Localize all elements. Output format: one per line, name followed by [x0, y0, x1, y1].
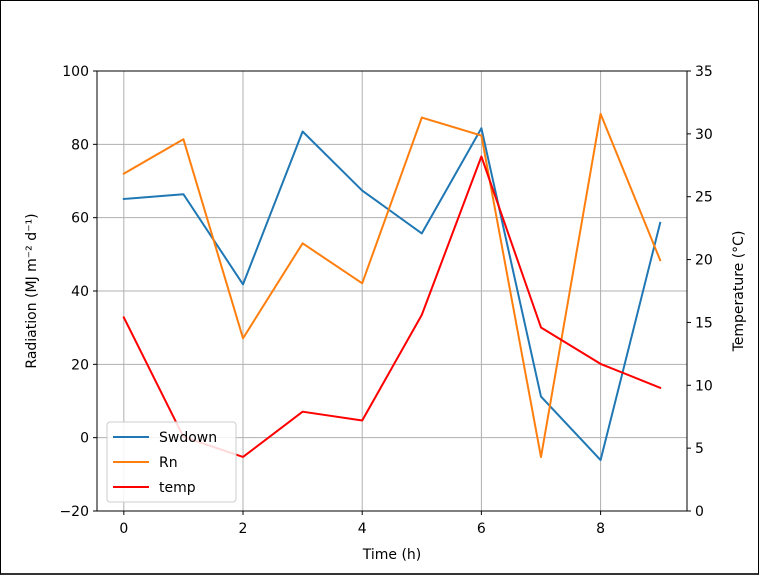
y-right-tick-label: 5 — [695, 441, 704, 457]
x-tick-label: 2 — [239, 521, 248, 537]
y-left-tick-label: 100 — [62, 64, 89, 80]
series-lines — [122, 112, 662, 462]
y-left-tick-label: 60 — [71, 211, 89, 227]
legend-label-temp: temp — [159, 480, 196, 496]
y-axis-left-label: Radiation (MJ m⁻² d⁻¹) — [24, 213, 40, 368]
y-right-tick-label: 10 — [695, 378, 713, 394]
y-right-tick-label: 15 — [695, 315, 713, 331]
axis-ticks: 0 2 4 6 8 −20 0 20 40 60 80 100 0 5 10 15 20 25 30 35 — [59, 64, 712, 537]
x-tick-label: 4 — [358, 521, 367, 537]
y-right-tick-label: 35 — [695, 64, 713, 80]
y-right-tick-label: 25 — [695, 190, 713, 206]
x-tick-label: 0 — [119, 521, 128, 537]
legend-box — [106, 421, 237, 503]
legend-label-swdown: Swdown — [159, 430, 217, 446]
y-axis-right-label: Temperature (°C) — [731, 231, 747, 353]
y-right-tick-label: 30 — [695, 127, 713, 143]
legend-label-rn: Rn — [159, 455, 178, 471]
y-left-tick-label: 40 — [71, 284, 89, 300]
y-left-tick-label: 20 — [71, 357, 89, 373]
series-line-rn — [122, 112, 662, 459]
y-right-tick-label: 0 — [695, 504, 704, 520]
x-axis-label: Time (h) — [362, 547, 422, 563]
legend: Swdown Rn temp — [106, 421, 237, 503]
y-left-tick-label: 80 — [71, 137, 89, 153]
y-right-tick-label: 20 — [695, 253, 713, 269]
series-line-swdown — [122, 127, 662, 462]
x-tick-label: 6 — [477, 521, 486, 537]
y-left-tick-label: −20 — [59, 504, 89, 520]
x-tick-label: 8 — [596, 521, 605, 537]
y-left-tick-label: 0 — [80, 431, 89, 447]
